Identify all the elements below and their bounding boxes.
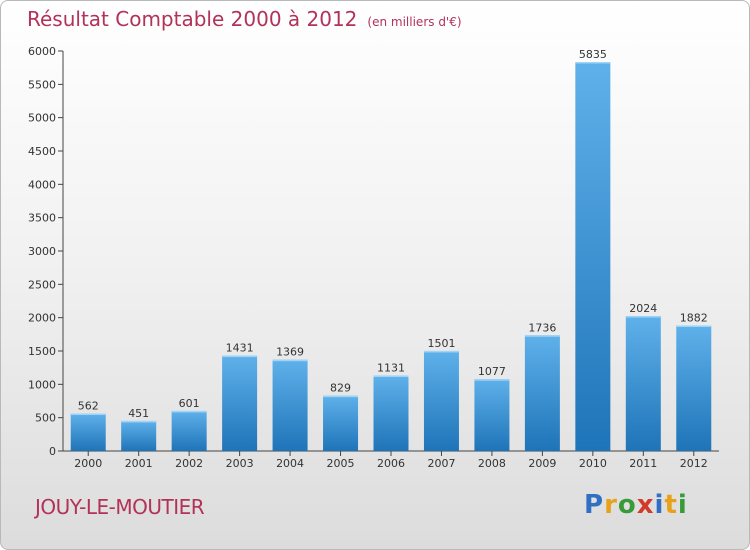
y-tick-label: 1500 — [28, 345, 56, 358]
commune-name: JOUY-LE-MOUTIER — [35, 495, 205, 519]
bar-2004 — [272, 359, 308, 451]
x-tick-label: 2011 — [629, 457, 657, 470]
y-tick-label: 3000 — [28, 245, 56, 258]
x-tick-label: 2009 — [528, 457, 556, 470]
data-label: 1369 — [276, 346, 304, 359]
bar-2010 — [575, 62, 611, 451]
bar-2012 — [676, 325, 712, 451]
x-tick-label: 2005 — [327, 457, 355, 470]
bar-highlight — [70, 413, 106, 416]
y-tick-label: 1000 — [28, 378, 56, 391]
x-tick-label: 2001 — [125, 457, 153, 470]
y-tick-label: 2000 — [28, 312, 56, 325]
bar-highlight — [625, 316, 661, 318]
proxiti-logo: Proxiti — [584, 490, 688, 520]
bar-2003 — [222, 355, 258, 451]
logo-letter: i — [677, 490, 688, 520]
y-tick-label: 0 — [49, 445, 56, 458]
bar-highlight — [676, 325, 712, 328]
bar-2000 — [70, 413, 106, 451]
data-label: 1077 — [478, 365, 506, 378]
data-label: 601 — [179, 397, 200, 410]
x-tick-label: 2000 — [74, 457, 102, 470]
bar-highlight — [575, 62, 611, 64]
x-tick-label: 2006 — [377, 457, 405, 470]
bar-2002 — [171, 410, 207, 451]
y-tick-label: 3500 — [28, 212, 56, 225]
bar-highlight — [171, 410, 207, 413]
bar-2008 — [474, 379, 510, 451]
x-tick-label: 2012 — [680, 457, 708, 470]
x-tick-label: 2003 — [226, 457, 254, 470]
data-label: 1736 — [528, 321, 556, 334]
bar-highlight — [474, 379, 510, 381]
bar-highlight — [121, 420, 157, 423]
chart-title-text: Résultat Comptable 2000 à 2012 — [27, 7, 358, 31]
logo-letter: x — [636, 490, 655, 520]
y-tick-label: 5000 — [28, 112, 56, 125]
x-tick-label: 2007 — [427, 457, 455, 470]
data-label: 1882 — [680, 312, 708, 325]
logo-letter: r — [604, 490, 618, 520]
bar-highlight — [272, 359, 308, 362]
chart-title: Résultat Comptable 2000 à 2012 (en millie… — [27, 7, 462, 31]
logo-letter: o — [617, 490, 637, 520]
data-label: 1431 — [226, 342, 254, 355]
data-label: 1131 — [377, 362, 405, 375]
y-tick-label: 6000 — [28, 45, 56, 58]
y-tick-label: 2500 — [28, 278, 56, 291]
logo-letter: i — [654, 490, 665, 520]
y-tick-label: 5500 — [28, 78, 56, 91]
x-tick-label: 2008 — [478, 457, 506, 470]
bar-highlight — [323, 395, 359, 398]
data-label: 451 — [128, 407, 149, 420]
x-tick-label: 2010 — [579, 457, 607, 470]
y-tick-label: 4000 — [28, 178, 56, 191]
data-label: 5835 — [579, 48, 607, 61]
bar-2007 — [423, 350, 459, 451]
bar-2006 — [373, 375, 409, 451]
data-label: 829 — [330, 382, 351, 395]
bar-2011 — [625, 316, 661, 451]
data-label: 1501 — [427, 337, 455, 350]
bar-2005 — [323, 395, 359, 451]
logo-letter: P — [584, 490, 605, 520]
chart-subtitle: (en milliers d'€) — [367, 15, 462, 29]
y-tick-label: 4500 — [28, 145, 56, 158]
logo-letter: t — [664, 490, 678, 520]
bar-2009 — [524, 335, 560, 451]
bar-highlight — [222, 355, 258, 358]
bar-highlight — [373, 375, 409, 378]
bar-highlight — [524, 335, 560, 337]
bar-highlight — [423, 350, 459, 353]
y-tick-label: 500 — [35, 412, 56, 425]
x-tick-label: 2002 — [175, 457, 203, 470]
x-tick-label: 2004 — [276, 457, 304, 470]
bar-2001 — [121, 420, 157, 451]
data-label: 2024 — [629, 302, 657, 315]
data-label: 562 — [78, 400, 99, 413]
